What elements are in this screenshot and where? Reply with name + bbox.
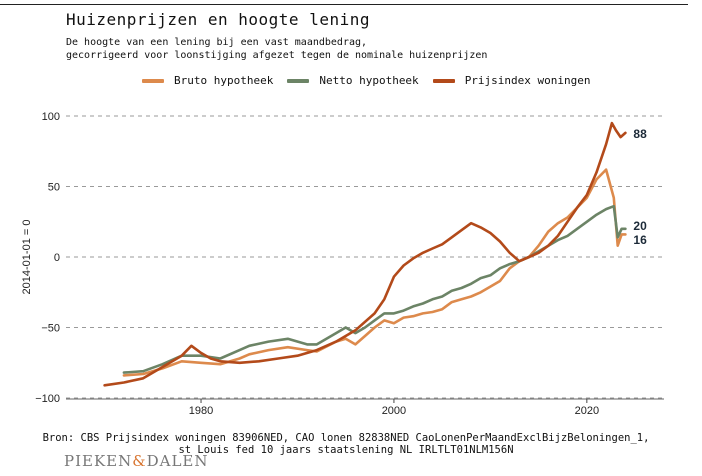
legend-item-bruto: Bruto hypotheek xyxy=(142,74,273,87)
logo-amp: & xyxy=(132,452,147,470)
legend-swatch-netto xyxy=(287,78,310,83)
legend-item-netto: Netto hypotheek xyxy=(287,74,419,87)
grid-lines xyxy=(66,115,664,399)
y-tick-label: 50 xyxy=(48,182,60,194)
legend-swatch-prijsindex xyxy=(432,78,455,83)
legend-label-prijsindex: Prijsindex woningen xyxy=(464,74,591,87)
axes: −100 −50 0 50 100 1980 2000 2020 xyxy=(35,111,664,417)
x-tick-label: 1980 xyxy=(189,405,213,417)
y-tick-label: −100 xyxy=(35,393,60,405)
y-axis-label: 2014-01-01 = 0 xyxy=(21,220,33,295)
legend-label-netto: Netto hypotheek xyxy=(319,74,419,87)
x-tick-label: 2000 xyxy=(382,405,406,417)
logo-right: DALEN xyxy=(146,452,209,470)
end-label-2: 88 xyxy=(633,127,647,141)
top-rule xyxy=(0,4,688,5)
chart-title: Huizenprijzen en hoogte lening xyxy=(66,10,370,29)
series-line-0 xyxy=(122,168,627,377)
y-tick-label: −50 xyxy=(41,323,60,335)
y-tick-label: 0 xyxy=(54,252,60,264)
source-note: Bron: CBS Prijsindex woningen 83906NED, … xyxy=(42,432,650,456)
series-line-2 xyxy=(103,121,627,387)
legend-swatch-bruto xyxy=(142,78,164,83)
end-label-1: 20 xyxy=(633,219,647,233)
end-label-0: 16 xyxy=(633,233,647,247)
chart-subtitle: De hoogte van een lening bij een vast ma… xyxy=(66,37,488,61)
legend-label-bruto: Bruto hypotheek xyxy=(174,74,274,87)
logo: PIEKEN&DALEN xyxy=(64,452,209,470)
logo-left: PIEKEN xyxy=(64,452,133,470)
series-line-1 xyxy=(122,204,627,374)
series-lines xyxy=(103,121,627,387)
y-tick-label: 100 xyxy=(42,111,60,123)
legend-item-prijsindex: Prijsindex woningen xyxy=(432,74,591,87)
x-tick-label: 2020 xyxy=(575,405,599,417)
legend: Bruto hypotheek Netto hypotheek Prijsind… xyxy=(142,74,605,87)
